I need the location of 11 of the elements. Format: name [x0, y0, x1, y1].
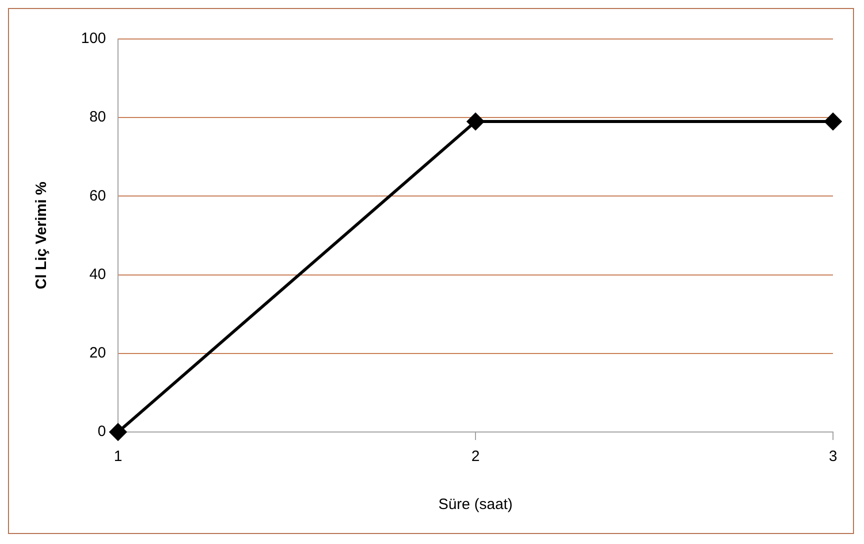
- y-tick-label: 80: [89, 108, 106, 126]
- y-tick-label: 40: [89, 266, 106, 283]
- x-axis-title: Süre (saat): [438, 496, 513, 514]
- y-tick-label: 100: [80, 30, 106, 48]
- y-tick-label: 60: [89, 187, 106, 204]
- y-axis-title: Cl Liç Verimi %: [33, 182, 50, 290]
- x-tick-label: 1: [114, 448, 122, 466]
- x-tick-label: 3: [828, 448, 838, 466]
- y-tick-label: 0: [98, 423, 106, 440]
- x-tick-label: 2: [471, 448, 480, 466]
- y-tick-label: 20: [89, 344, 106, 362]
